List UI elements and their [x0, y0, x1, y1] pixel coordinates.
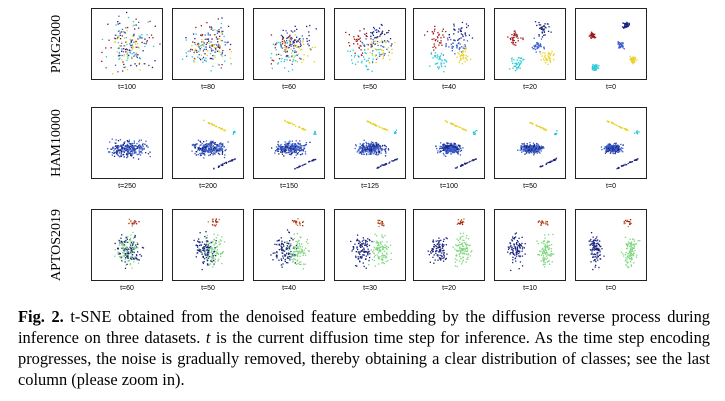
scatter-plot	[350, 219, 392, 269]
dataset-label-text: APTOS2019	[49, 208, 64, 282]
figure-label: Fig. 2.	[18, 307, 64, 326]
scatter-plot	[507, 220, 555, 272]
scatter-plot	[424, 21, 474, 73]
scatter-plot	[101, 11, 161, 75]
scatter-plot	[271, 119, 317, 170]
timestep-label: t=60	[282, 84, 296, 91]
scatter-plot	[107, 138, 151, 160]
scatter-plot	[588, 219, 641, 271]
timestep-label: t=125	[361, 183, 379, 190]
tsne-panel	[91, 107, 163, 179]
tsne-panel	[494, 107, 566, 179]
timestep-label: t=40	[442, 84, 456, 91]
scatter-plot	[507, 21, 555, 72]
tsne-panel	[575, 8, 647, 80]
scatter-plot	[435, 120, 478, 169]
timestep-label: t=0	[606, 84, 616, 91]
scatter-plot	[600, 120, 640, 170]
timestep-label: t=100	[440, 183, 458, 190]
tsne-panel	[91, 209, 163, 281]
tsne-panel	[413, 8, 485, 80]
timestep-label: t=250	[118, 183, 136, 190]
timestep-label: t=20	[442, 285, 456, 292]
tsne-panel	[334, 8, 406, 80]
caption-text-2: is the current diffusion time step for i…	[18, 328, 710, 389]
scatter-plot	[191, 119, 236, 170]
dataset-label-text: PMG2000	[49, 14, 64, 74]
scatter-plot	[270, 218, 310, 270]
scatter-plot	[427, 218, 473, 268]
timestep-label: t=0	[606, 285, 616, 292]
scatter-plot	[114, 218, 145, 269]
tsne-panel	[172, 8, 244, 80]
timestep-label: t=50	[201, 285, 215, 292]
tsne-panel	[253, 107, 325, 179]
caption-variable-t: t	[205, 328, 211, 347]
timestep-label: t=100	[118, 84, 136, 91]
tsne-panel	[413, 209, 485, 281]
tsne-panel	[253, 209, 325, 281]
timestep-label: t=60	[120, 285, 134, 292]
timestep-label: t=50	[523, 183, 537, 190]
tsne-panel	[172, 107, 244, 179]
timestep-label: t=20	[523, 84, 537, 91]
scatter-plot	[345, 23, 396, 72]
tsne-panel	[91, 8, 163, 80]
caption-text-1: t-SNE obtained from the denoised feature…	[18, 307, 711, 347]
tsne-panel	[575, 107, 647, 179]
scatter-plot	[354, 120, 398, 169]
scatter-plot	[270, 24, 317, 73]
tsne-panel	[172, 209, 244, 281]
timestep-label: t=200	[199, 183, 217, 190]
scatter-plot	[588, 21, 638, 71]
tsne-panel	[575, 209, 647, 281]
tsne-panel	[334, 209, 406, 281]
timestep-label: t=50	[363, 84, 377, 91]
dataset-label-text: HAM10000	[49, 109, 64, 177]
figure-caption: Fig. 2. t-SNE obtained from the denoised…	[18, 306, 710, 390]
timestep-label: t=40	[282, 285, 296, 292]
timestep-label: t=30	[363, 285, 377, 292]
scatter-plot	[517, 121, 558, 168]
tsne-panel	[494, 209, 566, 281]
tsne-panel	[334, 107, 406, 179]
tsne-panel	[413, 107, 485, 179]
scatter-plot	[193, 218, 226, 271]
timestep-label: t=0	[606, 183, 616, 190]
scatter-plot	[181, 17, 232, 72]
tsne-panel	[253, 8, 325, 80]
timestep-label: t=80	[201, 84, 215, 91]
tsne-panel	[494, 8, 566, 80]
timestep-label: t=150	[280, 183, 298, 190]
timestep-label: t=10	[523, 285, 537, 292]
